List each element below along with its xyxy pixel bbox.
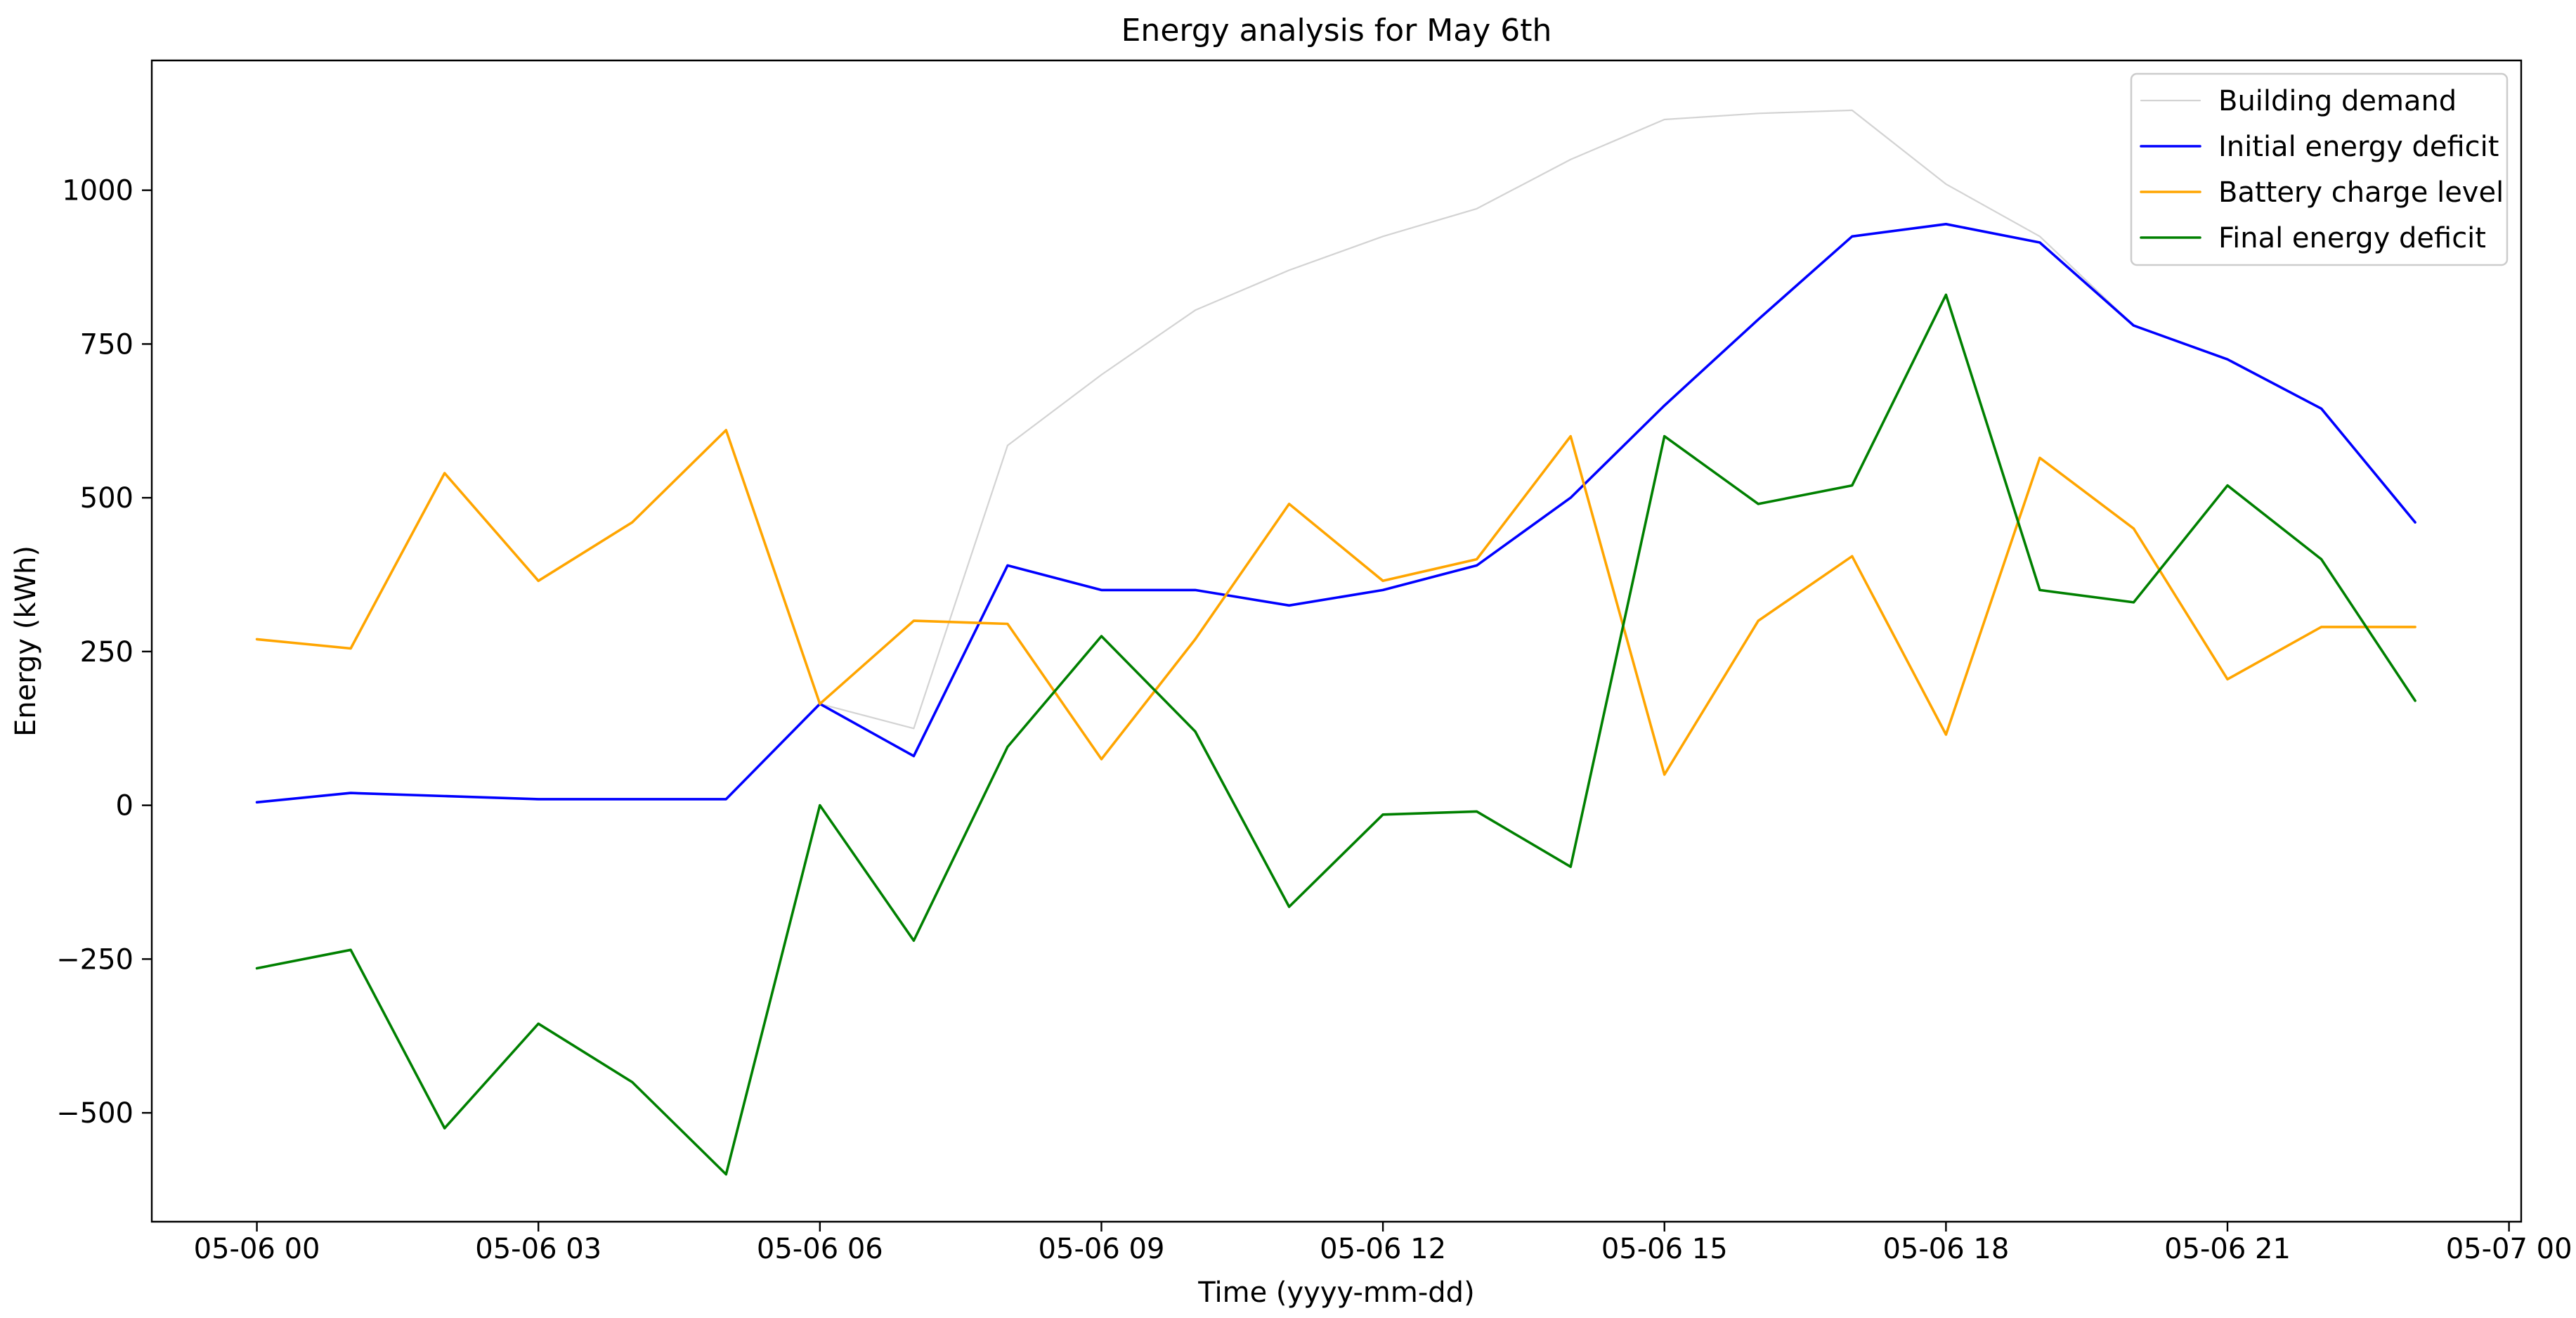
x-tick-label: 05-06 09 bbox=[1039, 1233, 1165, 1265]
legend-box bbox=[2130, 72, 2509, 266]
x-tick-label: 05-06 00 bbox=[194, 1233, 320, 1265]
y-tick-label: 250 bbox=[80, 636, 134, 668]
series-line-battery-charge-level bbox=[255, 429, 2416, 776]
series-group bbox=[255, 109, 2416, 1176]
y-tick-label: −250 bbox=[56, 943, 134, 976]
legend-item: Final energy deficit bbox=[2140, 222, 2486, 254]
y-axis-label: Energy (kWh) bbox=[10, 545, 42, 737]
legend-item-label: Battery charge level bbox=[2218, 176, 2504, 209]
legend-item-label: Initial energy deficit bbox=[2218, 131, 2499, 163]
y-tick-label: −500 bbox=[56, 1097, 134, 1130]
x-tick-label: 05-07 00 bbox=[2446, 1233, 2572, 1265]
legend-item-label: Building demand bbox=[2218, 85, 2457, 117]
axes-frame bbox=[150, 59, 2523, 1223]
series-line-initial-energy-deficit bbox=[255, 222, 2416, 804]
x-axis: 05-06 00 05-06 03 05-06 06 05-06 09 05-06 12… bbox=[194, 1222, 2572, 1265]
x-tick-label: 05-06 03 bbox=[475, 1233, 601, 1265]
legend-item: Building demand bbox=[2140, 85, 2457, 117]
legend-item: Initial energy deficit bbox=[2140, 131, 2499, 163]
chart-title: Energy analysis for May 6th bbox=[1121, 13, 1552, 49]
legend-item: Battery charge level bbox=[2140, 176, 2504, 209]
x-axis-label: Time (yyyy-mm-dd) bbox=[1197, 1277, 1474, 1309]
x-tick-label: 05-06 21 bbox=[2164, 1233, 2291, 1265]
y-tick-label: 1000 bbox=[62, 175, 134, 207]
x-tick-label: 05-06 12 bbox=[1320, 1233, 1446, 1265]
legend-item-label: Final energy deficit bbox=[2218, 222, 2486, 254]
series-line-final-energy-deficit bbox=[255, 293, 2416, 1176]
x-tick-label: 05-06 06 bbox=[757, 1233, 883, 1265]
y-tick-label: 0 bbox=[116, 790, 134, 822]
y-tick-label: 500 bbox=[80, 482, 134, 515]
x-tick-label: 05-06 18 bbox=[1882, 1233, 2009, 1265]
axes-spines bbox=[150, 59, 2523, 1223]
y-axis: 1000 750 500 250 0 −250 −500 bbox=[56, 175, 152, 1130]
legend: Building demand Initial energy deficit Bat… bbox=[2130, 72, 2509, 266]
x-tick-label: 05-06 15 bbox=[1601, 1233, 1728, 1265]
y-tick-label: 750 bbox=[80, 328, 134, 361]
